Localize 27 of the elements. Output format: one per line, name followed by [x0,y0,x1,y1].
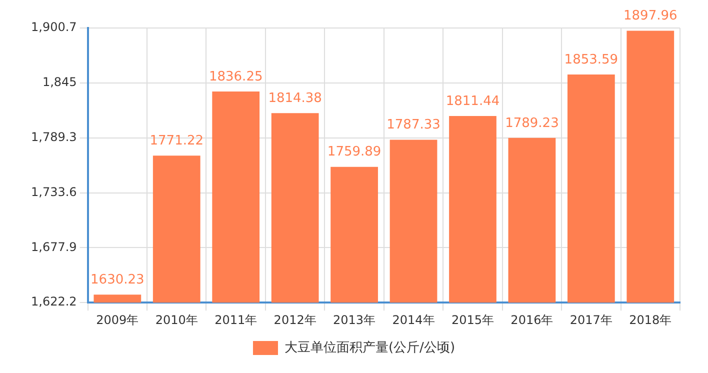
x-tick-label: 2018年 [629,312,672,327]
y-tick-label: 1,733.6 [30,184,77,199]
data-label: 1759.89 [327,144,382,160]
legend-label: 大豆单位面积产量(公斤/公顷) [284,340,456,356]
x-tick-label: 2015年 [451,312,494,327]
y-tick-label: 1,622.2 [30,294,77,309]
data-label: 1630.23 [90,272,144,288]
data-label: 1836.25 [208,69,263,84]
data-label: 1814.38 [268,90,322,106]
x-tick-label: 2009年 [96,312,139,327]
x-tick-label: 2016年 [510,312,554,327]
x-tick-label: 2014年 [392,312,435,327]
x-tick-label: 2017年 [570,312,612,327]
y-tick-label: 1,900.7 [30,20,77,34]
data-label: 1789.23 [505,116,559,131]
y-tick-label: 1,677.9 [30,240,77,254]
x-tick-label: 2011年 [214,312,258,327]
x-tick-label: 2012年 [274,312,316,327]
data-label: 1811.44 [446,94,500,109]
data-label: 1853.59 [564,52,618,68]
y-tick-label: 1,789.3 [30,130,77,144]
x-tick-label: 2013年 [333,312,376,327]
data-label: 1897.96 [624,8,678,24]
data-label: 1771.22 [150,134,204,149]
data-label: 1787.33 [386,118,440,133]
x-tick-label: 2010年 [155,312,198,327]
y-tick-label: 1,845 [42,75,77,90]
